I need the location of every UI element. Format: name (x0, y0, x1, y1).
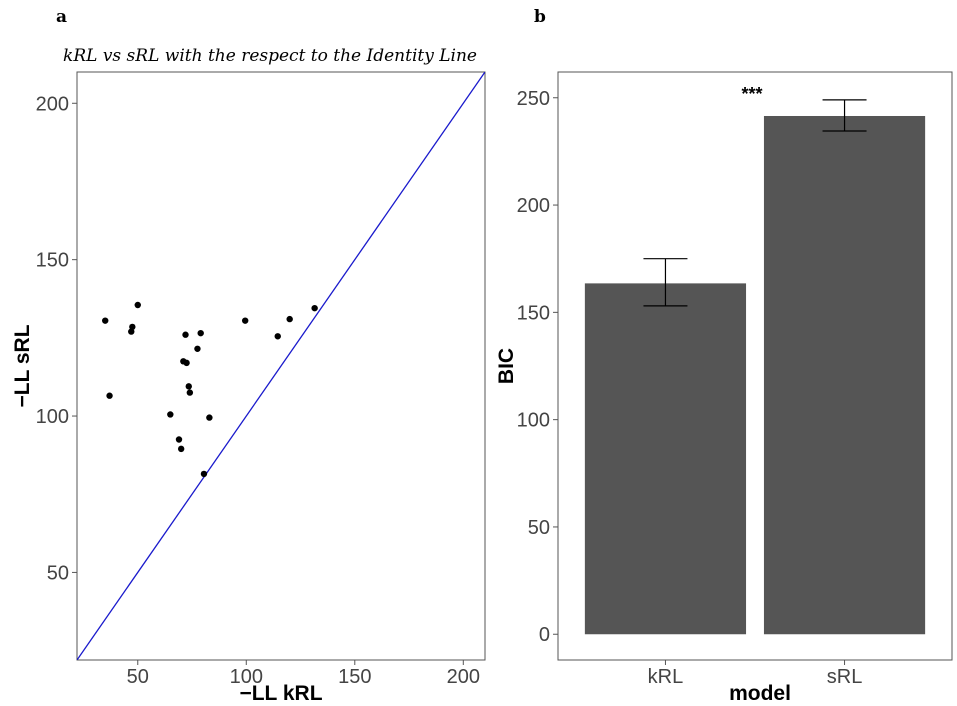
y-tick-label: 50 (47, 562, 69, 584)
bars (584, 115, 926, 635)
bar-sRL (763, 115, 926, 635)
data-point (129, 323, 136, 331)
scatter-points (102, 301, 318, 478)
scatter-y-ticks: 50 100 150 200 (36, 93, 77, 584)
panel-a: a kRL vs sRL with the respect to the Ide… (11, 7, 486, 705)
y-tick-label: 0 (539, 624, 550, 646)
y-tick-label: 100 (517, 410, 550, 432)
panel-a-letter: a (56, 7, 67, 27)
data-point (200, 470, 208, 478)
data-point (175, 436, 183, 443)
data-point (102, 317, 109, 324)
x-tick-label: 100 (230, 666, 263, 688)
bar-x-ticks: kRL sRL (648, 660, 863, 688)
x-tick-label: sRL (827, 666, 863, 688)
data-point (177, 445, 185, 453)
y-tick-label: 250 (517, 88, 550, 110)
data-point (241, 317, 249, 324)
identity-line (77, 72, 485, 660)
y-tick-label: 50 (528, 517, 550, 539)
x-tick-label: 50 (127, 666, 149, 688)
data-point (106, 392, 113, 399)
y-tick-label: 150 (36, 250, 69, 272)
scatter-y-axis-title: −LL sRL (11, 324, 34, 407)
data-point (185, 383, 192, 390)
bar-x-axis-title: model (729, 682, 791, 705)
x-tick-label: 200 (447, 666, 480, 688)
y-tick-label: 100 (36, 406, 69, 428)
data-point (311, 304, 318, 312)
bar-y-axis-title: BIC (495, 348, 518, 384)
data-point (206, 414, 213, 421)
data-point (134, 301, 141, 309)
y-tick-label: 200 (36, 93, 69, 115)
significance-annotation: *** (741, 84, 762, 104)
bar-kRL (584, 283, 747, 635)
data-point (182, 331, 189, 338)
data-point (194, 345, 201, 352)
data-point (286, 315, 293, 323)
data-point (183, 359, 190, 367)
scatter-frame (76, 71, 486, 661)
x-tick-label: 150 (338, 666, 371, 688)
data-point (197, 329, 204, 337)
scatter-x-axis-title: −LL kRL (239, 682, 322, 705)
data-point (274, 333, 281, 340)
error-bars (643, 99, 867, 307)
scatter-x-ticks: 50 100 150 200 (127, 660, 480, 688)
data-point (167, 411, 174, 418)
panel-b: b *** kRL sRL 0 50 100 150 200 250 model BIC (495, 7, 953, 705)
y-tick-label: 200 (517, 195, 550, 217)
bar-y-ticks: 0 50 100 150 200 250 (517, 88, 558, 646)
data-point (186, 389, 194, 396)
x-tick-label: kRL (648, 666, 684, 688)
bar-frame (557, 71, 953, 661)
panel-b-letter: b (534, 7, 546, 27)
scatter-title: kRL vs sRL with the respect to the Ident… (63, 46, 477, 66)
y-tick-label: 150 (517, 302, 550, 324)
